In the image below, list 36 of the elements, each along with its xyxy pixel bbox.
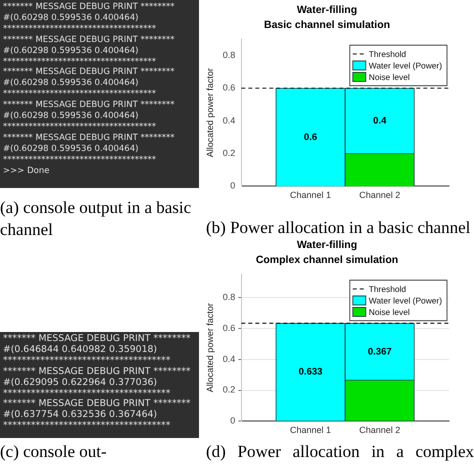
text: (c) console out- (0, 442, 107, 461)
text: (a) console output in a basic channel (0, 198, 192, 239)
console-window: ******* MESSAGE DEBUG PRINT ******** #(0.60298 0.599536 0.400464) ************************************ ******* MESSAGE DEBUG PRINT ******** #(0.60298 0.599536 0.400464) ************************************ ******* MESSAGE DEBUG PRINT ******** #(0.60298 0.599536 0.400464) ************************************ ******* MESSAGE DEBUG PRINT ******** #(0.60298 0.599536 0.400464) ************************************ ******* MESSAGE DEBUG PRINT ******** #(0.60298 0.599536 0.400464) ************************************ >>> Done (0, 0, 199, 188)
data-label: 0.633 (298, 366, 322, 378)
legend-label: Water level (Power) (368, 60, 442, 70)
legend-label: Water level (Power) (368, 295, 442, 306)
x-tick-label: Channel 2 (359, 190, 400, 200)
legend-label: Threshold (368, 48, 406, 59)
y-tick-label: 0.4 (222, 354, 236, 364)
y-tick-label: 0.8 (222, 50, 236, 60)
y-axis-title: Allocated power factor (204, 303, 215, 392)
y-tick-label: 0.8 (222, 292, 236, 302)
y-tick-label: 0 (230, 416, 236, 426)
console-window: ******* MESSAGE DEBUG PRINT ******** #(0.646844 0.640982 0.359018) ************************************ ******* MESSAGE DEBUG PRINT ******** #(0.629095 0.622964 0.377036) ************************************ ******* MESSAGE DEBUG PRINT ******** #(0.637754 0.632536 0.367464) ************************************ (0, 332, 199, 438)
y-tick-label: 0.6 (222, 82, 236, 93)
x-tick-label: Channel 1 (290, 425, 332, 436)
legend-label: Noise level (368, 306, 410, 317)
y-tick-label: 0.2 (222, 148, 236, 158)
text: (d) Power allocation in a complex (206, 441, 474, 463)
x-tick-label: Channel 2 (359, 425, 400, 436)
data-label: 0.6 (304, 132, 318, 143)
y-tick-label: 0.6 (222, 322, 236, 333)
y-axis-title: Allocated power factor (204, 68, 215, 158)
chart-subtitle: Complex channel simulation (256, 254, 398, 266)
y-tick-label: 0.4 (222, 115, 236, 126)
y-tick-label: 0 (230, 180, 236, 191)
legend-label: Threshold (368, 284, 406, 294)
legend-label: Noise level (368, 72, 410, 82)
x-tick-label: Channel 1 (290, 190, 332, 200)
chart-title: Water-filling (296, 4, 358, 16)
data-label: 0.4 (373, 115, 388, 126)
data-label: 0.367 (368, 346, 392, 358)
y-tick-label: 0.2 (222, 384, 236, 395)
chart-title: Water-filling (296, 239, 358, 252)
chart-subtitle: Basic channel simulation (264, 18, 390, 31)
text: (b) Power allocation in a basic channel (206, 217, 472, 239)
